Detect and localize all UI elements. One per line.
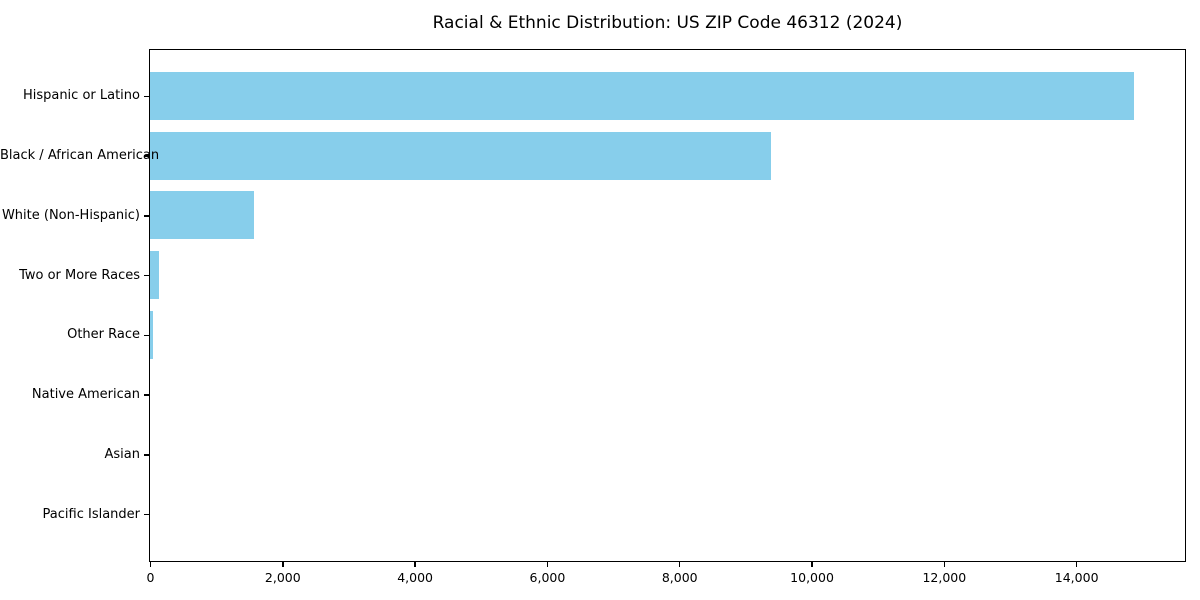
y-axis-label: Black / African American [0, 148, 160, 164]
x-axis-tick [1075, 562, 1078, 567]
y-axis-label: Other Race [67, 327, 140, 343]
bar-row [150, 305, 1185, 365]
x-axis-tick [943, 562, 946, 567]
plot-area [149, 49, 1186, 562]
bar-row [150, 126, 1185, 186]
x-axis-tick-label: 14,000 [1054, 570, 1099, 585]
y-axis-tick [144, 394, 149, 396]
y-axis-label: Hispanic or Latino [22, 88, 140, 104]
bar-white-non-hispanic [150, 191, 254, 240]
y-axis-tick [144, 454, 149, 456]
x-axis-tick-label: 6,000 [529, 570, 566, 585]
x-axis-tick-label: 8,000 [661, 570, 698, 585]
chart-title: Racial & Ethnic Distribution: US ZIP Cod… [432, 13, 903, 33]
x-axis-tick-label: 2,000 [264, 570, 301, 585]
x-axis-tick [414, 562, 416, 567]
bar-hispanic-or-latino [150, 71, 1135, 120]
y-axis-label: Two or More Races [19, 267, 140, 283]
y-axis-tick [144, 95, 149, 98]
x-axis-tick [149, 562, 152, 567]
bar-row [150, 66, 1185, 126]
bar-row [150, 245, 1185, 305]
x-axis-tick [546, 562, 549, 567]
bar-two-or-more-races [150, 251, 159, 300]
x-axis-tick-label: 4,000 [397, 570, 434, 585]
y-axis-label: Asian [104, 446, 140, 462]
y-axis-tick [144, 334, 149, 337]
bar-row [150, 365, 1185, 425]
y-axis-tick [144, 215, 149, 217]
x-axis-tick [282, 562, 284, 567]
x-axis-tick-label: 10,000 [790, 570, 834, 585]
y-axis-label: Native American [31, 387, 140, 403]
x-axis-tick [811, 562, 813, 567]
y-axis-label: White (Non-Hispanic) [1, 207, 140, 223]
bar-row [150, 425, 1185, 485]
bar-row [150, 484, 1185, 544]
x-axis-tick-label: 12,000 [922, 570, 967, 585]
bar-black-african-american [150, 131, 772, 180]
bar-other-race [150, 310, 154, 359]
x-axis-tick [679, 562, 681, 567]
y-axis-tick [144, 513, 149, 516]
y-axis-tick [144, 274, 149, 277]
y-axis-tick [144, 155, 149, 157]
x-axis-tick-label: 0 [146, 570, 155, 585]
y-axis-label: Pacific Islander [42, 506, 140, 522]
bar-row [150, 186, 1185, 246]
